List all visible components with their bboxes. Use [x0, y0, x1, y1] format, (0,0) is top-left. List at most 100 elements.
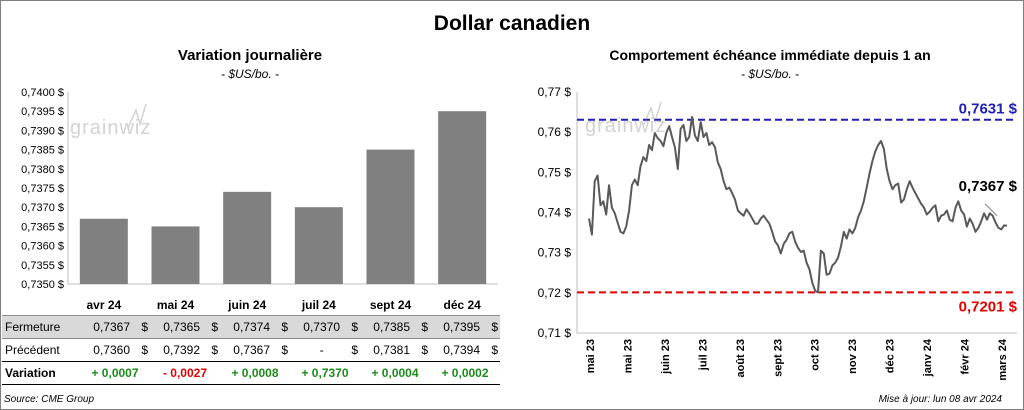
source-note: Source: CME Group: [4, 394, 95, 405]
variation-value: - 0,0027: [150, 361, 220, 385]
y-tick-label: 0,74 $: [538, 206, 572, 220]
cell-unit: $: [141, 343, 148, 357]
table-cell: 0,7367 $: [80, 315, 150, 339]
page-title: Dollar canadien: [433, 12, 591, 35]
y-tick-label: 0,71 $: [538, 326, 572, 340]
table-cell: 0,7365 $: [150, 315, 220, 339]
table-cell: 0,7385 $: [360, 315, 430, 339]
cell-value: 0,7365: [163, 320, 200, 334]
one-year-line-chart: 0,71 $ 0,72 $ 0,73 $ 0,74 $ 0,75 $ 0,76 $ 0,77…: [538, 85, 1018, 381]
row-label: Fermeture: [2, 315, 80, 339]
bar: [438, 111, 487, 284]
right-chart-title: Comportement échéance immédiate depuis 1…: [609, 47, 931, 63]
row-label: Variation: [2, 361, 80, 385]
cell-value: 0,7367: [93, 320, 130, 334]
watermark-icon: [642, 101, 662, 127]
variation-value: + 0,0002: [430, 361, 500, 385]
y-tick-label: 0,7360 $: [21, 241, 64, 253]
x-tick-label: juil 23: [697, 339, 709, 371]
x-tick-label: sept 24: [370, 298, 412, 312]
x-tick-label: avr 24: [86, 298, 121, 312]
bar: [294, 207, 343, 284]
x-tick-label: oct 23: [810, 339, 822, 371]
cell-unit: $: [491, 320, 498, 334]
cell-value: 0,7394: [443, 343, 480, 357]
y-tick-label: 0,7365 $: [21, 221, 64, 233]
bar: [79, 218, 128, 284]
cell-value: 0,7385: [373, 320, 410, 334]
cell-value: -: [319, 343, 324, 357]
row-label: Précédent: [2, 338, 80, 362]
futures-stats-table: Fermeture 0,7367 $0,7365 $0,7374 $0,7370 $0,7…: [2, 315, 500, 385]
x-tick-label: juil 24: [301, 298, 336, 312]
daily-variation-bar-chart: 0,7350 $ 0,7355 $ 0,7360 $ 0,7365 $ 0,7370 $…: [21, 87, 498, 312]
y-tick-label: 0,7400 $: [21, 87, 64, 99]
y-tick-label: 0,7350 $: [21, 279, 64, 291]
last-value-label: 0,7367 $: [959, 178, 1018, 195]
x-tick-label: mai 23: [585, 339, 597, 373]
x-tick-label: mai 23: [622, 339, 634, 373]
table-cell: 0,7374 $: [220, 315, 290, 339]
table-cell: - $: [290, 338, 360, 362]
last-update-note: Mise à jour: lun 08 avr 2024: [878, 394, 1002, 405]
variation-value: + 0,0008: [220, 361, 290, 385]
y-tick-label: 0,73 $: [538, 246, 572, 260]
y-tick-label: 0,7385 $: [21, 145, 64, 157]
cell-value: 0,7374: [233, 320, 270, 334]
cell-value: 0,7360: [93, 343, 130, 357]
table-row: Variation + 0,0007- 0,0027 + 0,0008 + 0,737…: [2, 361, 500, 385]
x-tick-label: juin 23: [660, 339, 672, 375]
variation-value: + 0,7370: [290, 361, 360, 385]
cell-value: 0,7370: [303, 320, 340, 334]
cell-unit: $: [351, 320, 358, 334]
x-tick-label: nov 23: [847, 339, 859, 374]
x-tick-label: déc 24: [443, 298, 481, 312]
right-chart-subtitle: - $US/bo. -: [740, 67, 800, 81]
table-cell: 0,7394 $: [430, 338, 500, 362]
y-tick-label: 0,7395 $: [21, 106, 64, 118]
bar: [151, 226, 200, 284]
left-chart-title: Variation journalière: [177, 47, 323, 64]
variation-value: + 0,0004: [360, 361, 430, 385]
y-tick-label: 0,77 $: [538, 85, 572, 99]
watermark-text: grainwiz: [585, 115, 666, 137]
cell-unit: $: [141, 320, 148, 334]
variation-value: + 0,0007: [80, 361, 150, 385]
cell-unit: $: [281, 343, 288, 357]
x-tick-label: févr 24: [960, 338, 972, 374]
cell-value: 0,7367: [233, 343, 270, 357]
table-cell: 0,7370 $: [290, 315, 360, 339]
cell-unit: $: [281, 320, 288, 334]
watermark-text: grainwiz: [70, 117, 151, 139]
x-tick-label: sept 23: [772, 339, 784, 377]
table-cell: 0,7360 $: [80, 338, 150, 362]
y-tick-label: 0,75 $: [538, 165, 572, 179]
x-tick-label: mars 24: [997, 338, 1009, 380]
x-tick-label: juin 24: [227, 298, 266, 312]
x-tick-label: déc 23: [885, 339, 897, 373]
y-tick-label: 0,7390 $: [21, 125, 64, 137]
cell-unit: $: [491, 343, 498, 357]
y-tick-label: 0,72 $: [538, 286, 572, 300]
cell-value: 0,7381: [373, 343, 410, 357]
bar: [366, 149, 415, 284]
cell-unit: $: [421, 343, 428, 357]
last-value-leader: [984, 203, 998, 217]
cell-unit: $: [351, 343, 358, 357]
y-tick-label: 0,7375 $: [21, 183, 64, 195]
y-tick-label: 0,7380 $: [21, 164, 64, 176]
cell-unit: $: [211, 320, 218, 334]
low-reference-label: 0,7201 $: [959, 298, 1018, 315]
table-cell: 0,7395 $: [430, 315, 500, 339]
y-tick-label: 0,7370 $: [21, 202, 64, 214]
watermark-icon: [127, 103, 147, 129]
table-row: Fermeture 0,7367 $0,7365 $0,7374 $0,7370 $0,7…: [2, 315, 500, 339]
bar: [223, 191, 272, 284]
high-reference-label: 0,7631 $: [959, 101, 1018, 118]
table-cell: 0,7392 $: [150, 338, 220, 362]
y-tick-label: 0,7355 $: [21, 260, 64, 272]
table-cell: 0,7367 $: [220, 338, 290, 362]
grainwiz-watermark: grainwiz: [70, 103, 151, 139]
price-series-line: [588, 115, 1008, 294]
cell-unit: $: [211, 343, 218, 357]
